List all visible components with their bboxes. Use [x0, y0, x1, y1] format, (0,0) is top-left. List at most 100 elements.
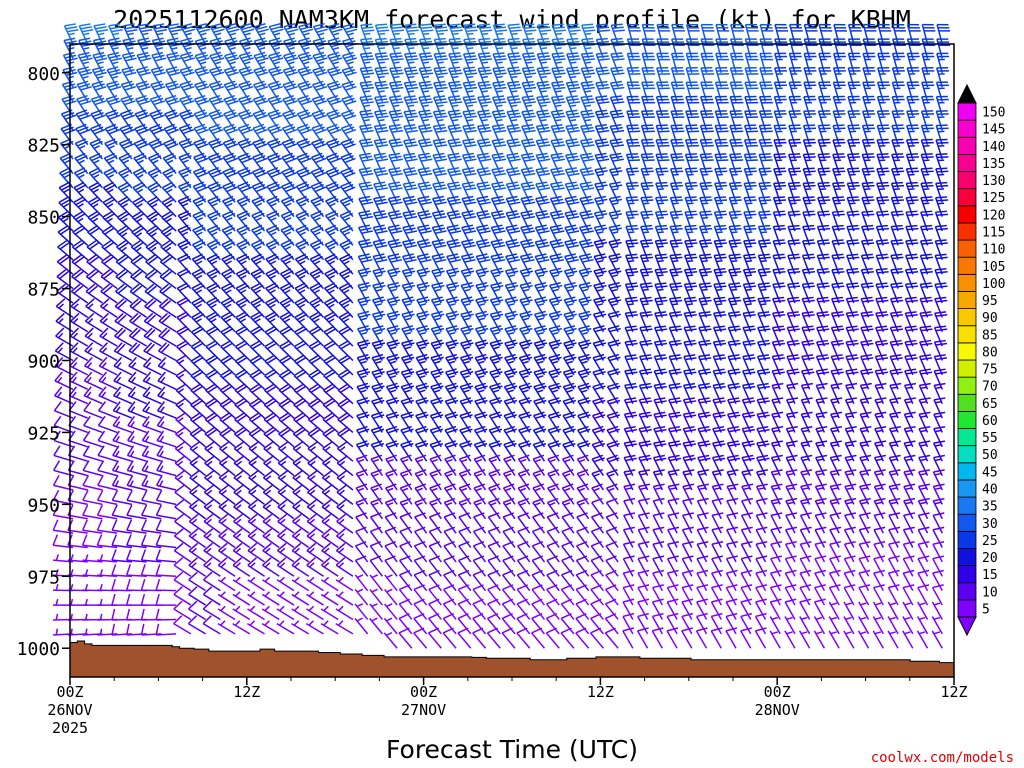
barb-full	[391, 55, 403, 58]
barb-half	[191, 547, 197, 554]
barb-staff	[321, 477, 339, 491]
barb-staff	[306, 564, 324, 577]
wind-barb	[99, 342, 118, 362]
barb-staff	[291, 564, 310, 577]
barb-full	[445, 353, 457, 359]
barb-half	[177, 460, 184, 466]
wind-barb	[145, 254, 162, 275]
wind-barb	[217, 620, 236, 635]
barb-full	[432, 181, 445, 185]
barb-half	[106, 217, 113, 223]
barb-half	[156, 32, 164, 36]
barb-staff	[337, 375, 354, 390]
barb-full	[361, 187, 374, 191]
barb-full	[193, 356, 204, 364]
barb-full	[418, 152, 430, 156]
barb-full	[389, 198, 402, 203]
barb-half	[294, 533, 301, 539]
barb-full	[436, 86, 448, 90]
barb-full	[130, 239, 142, 248]
barb-full	[168, 40, 180, 45]
barb-full	[239, 37, 251, 42]
barb-full	[390, 112, 403, 116]
barb-full	[99, 298, 110, 307]
barb-half	[434, 331, 441, 336]
barb-full	[127, 401, 136, 412]
barb-full	[307, 455, 318, 464]
barb-full	[104, 198, 116, 206]
barb-full	[111, 549, 117, 561]
wind-barb	[189, 441, 207, 462]
wind-barb	[97, 474, 118, 491]
barb-half	[240, 303, 247, 309]
barb-full	[392, 72, 404, 76]
barb-half	[328, 289, 335, 294]
barb-full	[203, 557, 213, 566]
barb-full	[205, 369, 216, 377]
barb-full	[220, 340, 231, 348]
barb-full	[166, 111, 178, 118]
barb-full	[403, 299, 415, 304]
barb-half	[235, 489, 242, 495]
barb-half	[378, 61, 385, 64]
barb-staff	[205, 375, 221, 390]
wind-barb	[161, 196, 177, 218]
barb-full	[238, 227, 250, 234]
barb-full	[78, 97, 90, 103]
wind-barb	[223, 51, 240, 74]
barb-staff	[84, 350, 103, 362]
wind-barb	[141, 504, 162, 520]
barb-full	[207, 195, 219, 202]
wind-barb	[175, 354, 192, 376]
barb-staff	[174, 462, 192, 477]
barb-staff	[263, 477, 280, 491]
barb-staff	[68, 484, 88, 491]
wind-barb	[128, 356, 148, 376]
barb-half	[452, 47, 459, 50]
wind-barb	[238, 51, 254, 74]
barb-full	[388, 210, 400, 214]
barb-half	[374, 389, 382, 393]
barb-half	[221, 504, 227, 510]
wind-barb	[141, 445, 162, 462]
barb-staff	[233, 491, 251, 505]
barb-full	[221, 253, 233, 260]
barb-half	[112, 46, 119, 50]
barb-half	[68, 32, 75, 36]
barb-full	[192, 210, 204, 217]
barb-staff	[141, 559, 162, 563]
barb-full	[118, 227, 130, 235]
wind-barb	[87, 196, 103, 218]
barb-full	[161, 329, 171, 339]
wind-barb	[100, 269, 118, 290]
barb-full	[192, 371, 204, 379]
barb-staff	[308, 316, 325, 333]
barb-staff	[175, 389, 192, 405]
barb-full	[433, 270, 445, 275]
barb-staff	[232, 550, 251, 563]
barb-full	[168, 114, 180, 120]
barb-full	[430, 353, 443, 359]
barb-half	[437, 47, 444, 50]
barb-full	[75, 184, 87, 191]
barb-full	[205, 354, 216, 362]
barb-full	[158, 312, 168, 322]
barb-full	[433, 213, 446, 217]
barb-full	[166, 97, 178, 103]
barb-staff	[97, 514, 118, 520]
barb-half	[122, 159, 130, 164]
barb-full	[373, 327, 386, 333]
barb-full	[161, 300, 172, 309]
barb-half	[210, 274, 218, 280]
barb-full	[71, 254, 82, 263]
barb-half	[309, 533, 315, 539]
barb-full	[78, 37, 91, 42]
barb-staff	[337, 360, 354, 376]
barb-half	[323, 562, 330, 568]
barb-full	[204, 470, 215, 479]
barb-full	[115, 269, 126, 278]
barb-full	[321, 484, 332, 493]
barb-full	[157, 342, 167, 352]
barb-staff	[321, 520, 339, 534]
barb-full	[248, 470, 259, 479]
